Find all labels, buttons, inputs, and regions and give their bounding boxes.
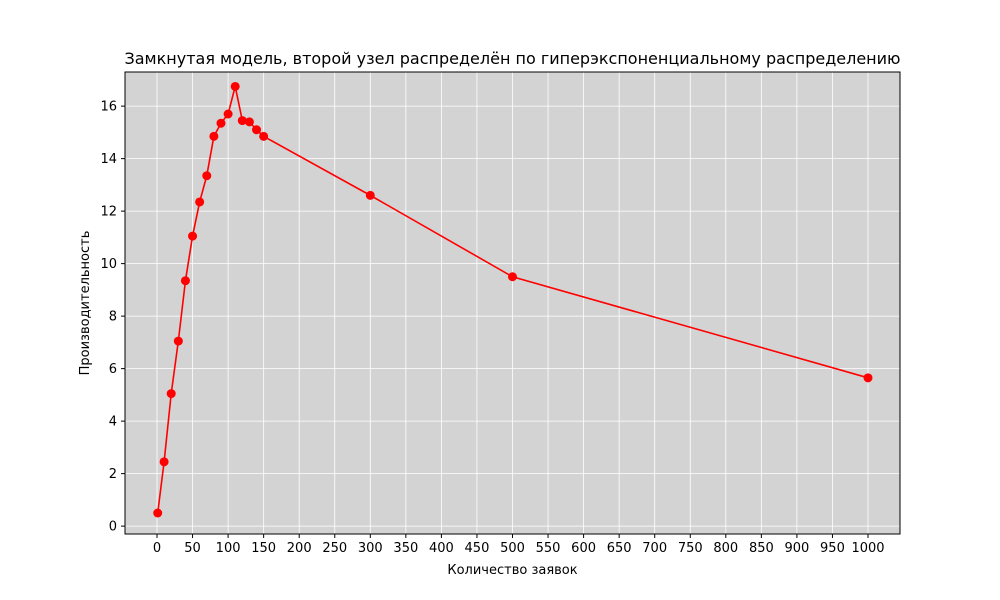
x-tick-label: 0 [153, 541, 161, 556]
y-tick-label: 0 [109, 520, 117, 535]
x-tick-label: 700 [642, 541, 667, 556]
x-tick-label: 900 [784, 541, 809, 556]
data-point [166, 389, 176, 399]
x-tick-label: 1000 [851, 541, 884, 556]
y-tick-label: 4 [109, 415, 117, 430]
data-point [365, 190, 375, 200]
x-tick-label: 400 [429, 541, 454, 556]
x-tick-label: 500 [500, 541, 525, 556]
x-tick-label: 850 [749, 541, 774, 556]
data-point [153, 508, 163, 518]
y-tick-label: 8 [109, 310, 117, 325]
y-tick-label: 16 [100, 100, 117, 115]
y-tick-label: 2 [109, 467, 117, 482]
data-point [195, 197, 205, 207]
x-tick-label: 650 [607, 541, 632, 556]
chart-title: Замкнутая модель, второй узел распределё… [124, 49, 900, 68]
x-tick-label: 550 [536, 541, 561, 556]
plot-frame [124, 71, 901, 535]
x-tick-label: 300 [358, 541, 383, 556]
y-axis-label: Производительность [78, 231, 93, 376]
series-layer [153, 81, 873, 518]
x-tick-label: 200 [287, 541, 312, 556]
data-point [252, 125, 262, 135]
y-tick-label: 12 [100, 205, 117, 220]
data-point [244, 117, 254, 127]
x-tick-label: 150 [251, 541, 276, 556]
x-tick-label: 750 [678, 541, 703, 556]
data-point [237, 116, 247, 126]
data-point [216, 118, 226, 128]
data-point [863, 373, 873, 383]
data-point [202, 171, 212, 181]
data-point [209, 131, 219, 141]
data-point [259, 131, 269, 141]
x-tick-label: 950 [820, 541, 845, 556]
data-point [159, 457, 169, 467]
data-point [508, 272, 517, 282]
y-tick-label: 10 [100, 257, 117, 272]
grid [125, 72, 900, 534]
x-tick-label: 350 [393, 541, 418, 556]
data-point [173, 336, 183, 346]
x-tick-label: 100 [216, 541, 241, 556]
data-point [180, 276, 190, 286]
ticks: 0 50 100 150 200 250 300 350 400 450 500 550 600 650 7… [100, 100, 884, 556]
y-tick-label: 14 [100, 152, 117, 167]
data-point [188, 231, 198, 241]
x-tick-label: 50 [184, 541, 201, 556]
x-tick-label: 600 [571, 541, 596, 556]
y-tick-label: 6 [109, 362, 117, 377]
x-axis-label: Количество заявок [447, 563, 577, 578]
data-point [230, 81, 240, 91]
x-tick-label: 250 [322, 541, 347, 556]
x-tick-label: 800 [713, 541, 738, 556]
x-tick-label: 450 [465, 541, 490, 556]
data-point [223, 109, 233, 119]
